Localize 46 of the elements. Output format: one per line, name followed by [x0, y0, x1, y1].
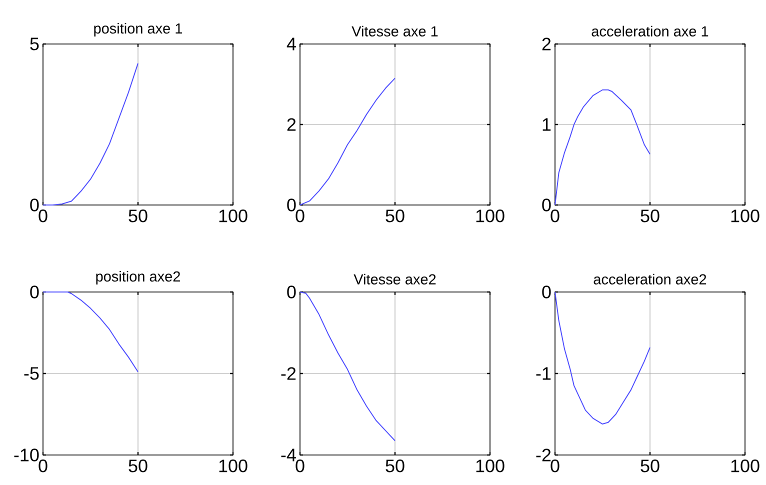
x-tick-label: 100 — [219, 210, 248, 222]
x-tick-label: 50 — [128, 210, 148, 222]
chart-title: acceleration axe2 — [594, 274, 706, 284]
y-tick-label: -2 — [536, 448, 551, 462]
y-tick-label: 0 — [287, 286, 296, 298]
y-tick-label: 0 — [542, 286, 551, 298]
y-tick-label: -10 — [14, 448, 39, 462]
x-tick-label: 100 — [219, 460, 248, 472]
x-tick-label: 0 — [550, 460, 560, 472]
line-series — [42, 62, 138, 206]
x-tick-label: 100 — [731, 460, 760, 472]
y-tick-label: -2 — [281, 367, 296, 380]
x-tick-label: 0 — [296, 210, 304, 222]
line-series — [554, 89, 651, 206]
y-tick-label: 2 — [287, 118, 296, 131]
line-series — [300, 78, 396, 206]
y-tick-label: 0 — [542, 198, 551, 212]
x-tick-label: 100 — [731, 210, 760, 222]
chart-title: Vitesse axe2 — [354, 274, 436, 284]
y-tick-label: -5 — [24, 367, 39, 380]
y-tick-label: 1 — [542, 118, 551, 131]
x-tick-label: 0 — [296, 460, 304, 472]
y-tick-label: -1 — [536, 367, 551, 380]
x-tick-label: 50 — [386, 460, 404, 472]
chart-title: acceleration axe 1 — [592, 26, 708, 36]
y-tick-label: 5 — [30, 38, 39, 50]
x-tick-label: 50 — [128, 460, 148, 472]
x-tick-label: 50 — [640, 210, 660, 222]
y-tick-label: 0 — [30, 198, 39, 212]
x-tick-label: 100 — [476, 460, 504, 472]
line-series — [554, 292, 651, 425]
y-tick-label: 4 — [286, 38, 296, 50]
line-series — [300, 292, 396, 442]
y-tick-label: 0 — [287, 198, 296, 212]
chart-title: position axe 1 — [94, 22, 182, 36]
x-tick-label: 100 — [476, 210, 504, 222]
x-tick-label: 50 — [386, 210, 404, 222]
x-tick-label: 0 — [550, 210, 560, 222]
x-tick-label: 0 — [38, 210, 48, 222]
x-tick-label: 0 — [38, 460, 48, 472]
chart-title: position axe2 — [96, 270, 180, 284]
y-tick-label: 0 — [30, 286, 39, 298]
x-tick-label: 50 — [640, 460, 660, 472]
y-tick-label: -4 — [281, 448, 296, 462]
y-tick-label: 2 — [542, 38, 551, 50]
chart-title: Vitesse axe 1 — [352, 26, 438, 36]
